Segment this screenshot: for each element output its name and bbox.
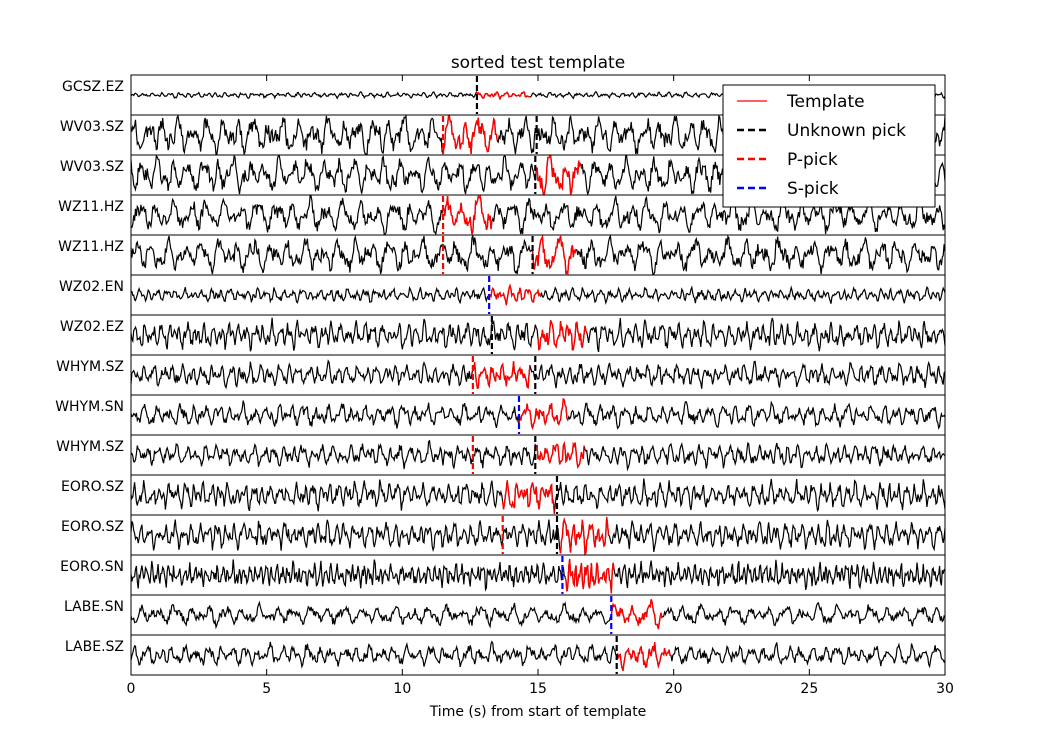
panel-frame-7 xyxy=(130,354,946,396)
x-tick-label-3: 15 xyxy=(529,681,547,697)
template-trace-13 xyxy=(610,599,664,630)
traces xyxy=(131,90,945,671)
template-trace-2 xyxy=(534,155,583,195)
x-tick-label-2: 10 xyxy=(393,681,411,697)
pick-lines xyxy=(441,76,618,674)
x-axis-label: Time (s) from start of template xyxy=(429,704,647,720)
trace-5 xyxy=(131,283,945,306)
x-tick-label-5: 25 xyxy=(800,681,818,697)
template-trace-11 xyxy=(559,516,610,555)
legend-label-3: S-pick xyxy=(787,179,839,199)
x-tick-label-1: 5 xyxy=(262,681,271,697)
trace-14 xyxy=(131,640,945,671)
x-tick-label-4: 20 xyxy=(665,681,683,697)
x-axis: 0 5 10 15 20 25 30 xyxy=(127,75,954,697)
legend-label-0: Template xyxy=(786,92,865,112)
legend: Template Unknown pick P-pick S-pick xyxy=(722,84,936,208)
chart-title: sorted test template xyxy=(451,53,625,73)
legend-label-2: P-pick xyxy=(787,150,838,170)
station-label-12: EORO.SN xyxy=(60,559,124,575)
station-label-4: WZ11.HZ xyxy=(58,239,124,255)
trace-4 xyxy=(131,235,945,275)
station-label-10: EORO.SZ xyxy=(61,479,124,495)
template-trace-10 xyxy=(502,480,555,515)
panel-frame-11 xyxy=(130,514,946,556)
panel-frames xyxy=(130,74,946,676)
station-label-6: WZ02.EZ xyxy=(60,319,124,335)
x-tick-label-6: 30 xyxy=(936,681,954,697)
station-label-13: LABE.SN xyxy=(64,599,124,615)
trace-12 xyxy=(131,558,945,594)
template-trace-7 xyxy=(472,361,531,390)
station-label-14: LABE.SZ xyxy=(65,639,124,655)
template-trace-1 xyxy=(442,115,498,155)
trace-13 xyxy=(131,599,945,630)
trace-3 xyxy=(131,195,945,235)
station-label-5: WZ02.EN xyxy=(59,279,124,295)
template-trace-5 xyxy=(488,283,542,306)
template-trace-4 xyxy=(531,235,577,275)
legend-box xyxy=(722,84,936,208)
trace-7 xyxy=(131,359,945,390)
station-label-0: GCSZ.EZ xyxy=(62,79,124,95)
template-trace-3 xyxy=(442,195,493,235)
station-label-2: WV03.SZ xyxy=(60,159,124,175)
station-label-9: WHYM.SZ xyxy=(56,439,124,455)
station-labels: GCSZ.EZ WV03.SZ WV03.SZ WZ11.HZ WZ11.HZ WZ02.… xyxy=(55,79,124,655)
template-trace-6 xyxy=(537,320,588,351)
legend-label-1: Unknown pick xyxy=(787,121,906,141)
trace-10 xyxy=(131,478,945,515)
station-label-3: WZ11.HZ xyxy=(58,199,124,215)
station-label-1: WV03.SZ xyxy=(60,119,124,135)
template-trace-9 xyxy=(534,440,585,469)
trace-11 xyxy=(131,516,945,555)
station-label-11: EORO.SZ xyxy=(61,519,124,535)
template-trace-8 xyxy=(518,397,569,431)
x-tick-label-0: 0 xyxy=(127,681,136,697)
template-trace-0 xyxy=(475,90,530,101)
station-label-8: WHYM.SN xyxy=(55,399,124,415)
template-trace-12 xyxy=(564,558,615,594)
station-label-7: WHYM.SZ xyxy=(56,359,124,375)
template-trace-14 xyxy=(616,642,672,671)
